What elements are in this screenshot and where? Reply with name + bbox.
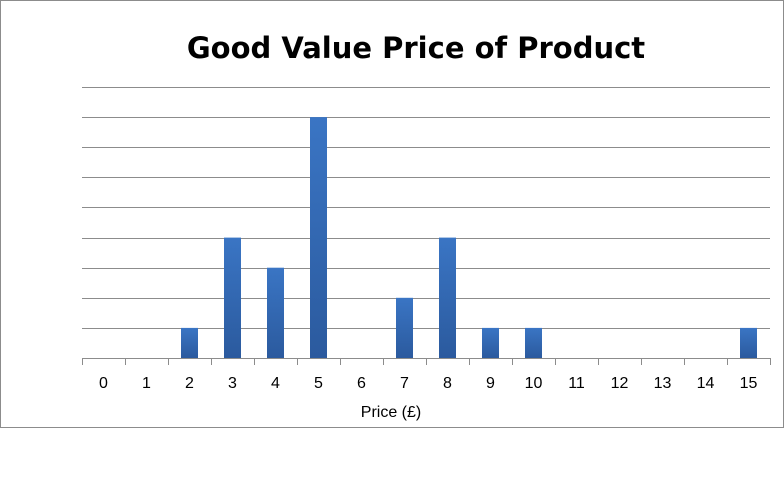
bar-4: [267, 267, 284, 358]
bar-7: [396, 297, 413, 358]
x-tick-label: 13: [654, 375, 672, 392]
x-axis: 0 1 2 3 4 5 6 7 8 9 10 11 12 13 14 15: [82, 358, 771, 392]
bars: [181, 117, 757, 358]
x-tick-label: 2: [185, 375, 194, 392]
bar-3: [224, 237, 241, 358]
bar-15: [740, 327, 757, 358]
x-tick-label: 11: [568, 375, 585, 392]
x-tick-label: 8: [443, 375, 452, 392]
bar-10: [525, 327, 542, 358]
chart-title: Good Value Price of Product: [187, 31, 645, 65]
x-tick-label: 1: [142, 375, 151, 392]
x-tick-label: 12: [611, 375, 629, 392]
x-tick-label: 3: [228, 375, 237, 392]
bar-5: [310, 117, 327, 358]
x-tick-label: 0: [99, 375, 108, 392]
bar-chart: Good Value Price of Product 0 1 2 3 4 5 6 7 8 9 10…: [82, 31, 771, 421]
bar-9: [482, 327, 499, 358]
bar-8: [439, 237, 456, 358]
x-tick-label: 6: [357, 375, 366, 392]
x-axis-label: Price (£): [361, 404, 421, 421]
x-tick-label: 10: [525, 375, 543, 392]
x-tick-label: 14: [697, 375, 715, 392]
chart-frame: Good Value Price of Product 0 1 2 3 4 5 6 7 8 9 10…: [0, 0, 784, 428]
x-tick-label: 15: [740, 375, 758, 392]
x-tick-label: 7: [400, 375, 409, 392]
x-tick-label: 5: [314, 375, 323, 392]
gridlines: [82, 87, 770, 329]
x-tick-label: 4: [271, 375, 280, 392]
bar-2: [181, 327, 198, 358]
x-tick-label: 9: [486, 375, 495, 392]
